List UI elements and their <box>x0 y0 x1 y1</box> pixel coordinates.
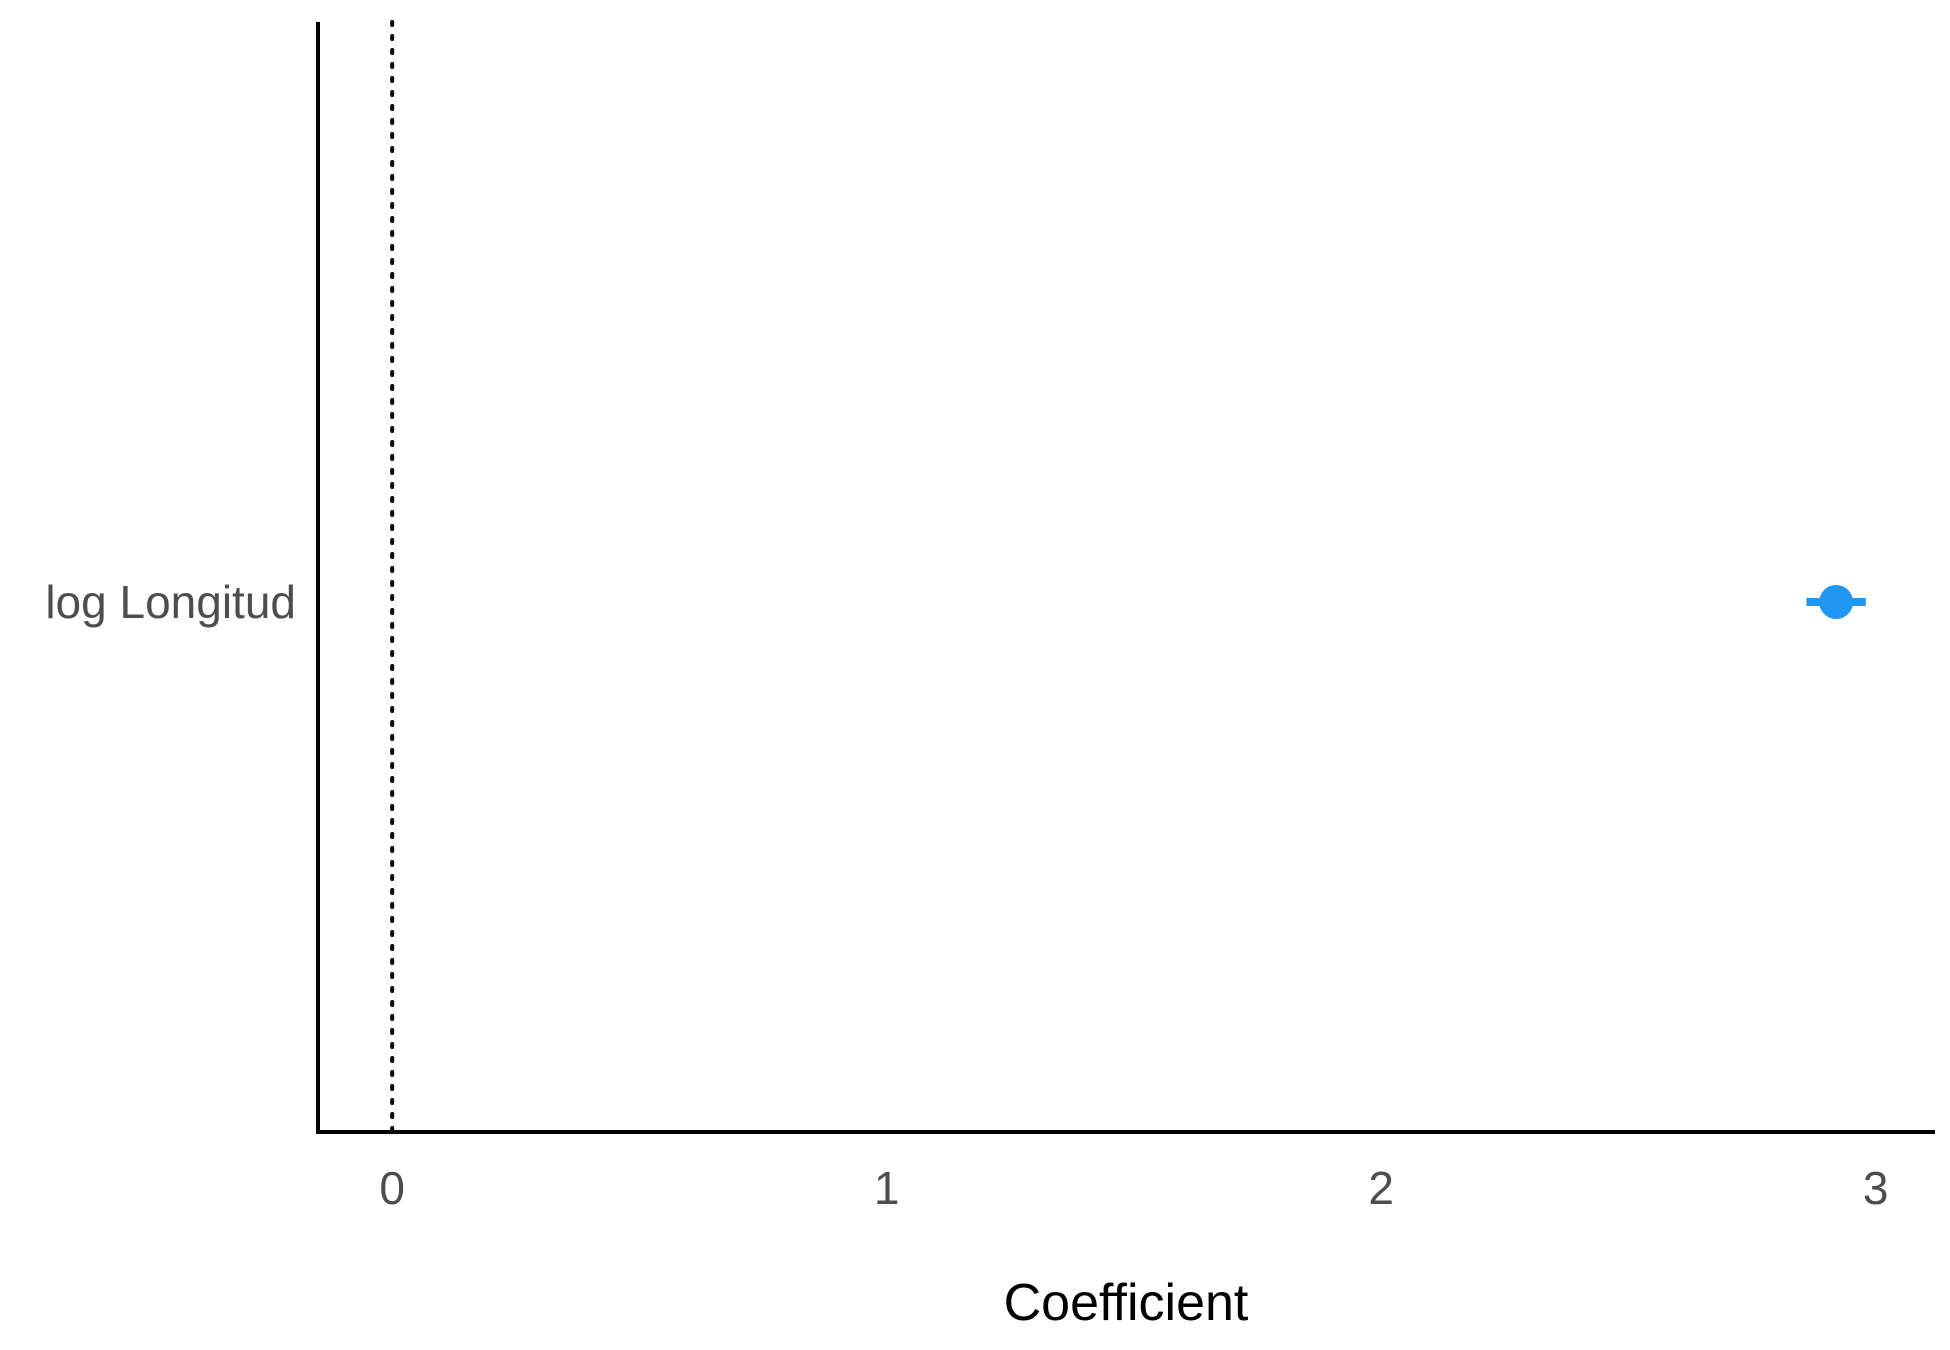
x-tick-label-2: 2 <box>1368 1162 1394 1214</box>
x-tick-label-3: 3 <box>1863 1162 1889 1214</box>
x-tick-label-0: 0 <box>379 1162 405 1214</box>
x-axis-title: Coefficient <box>1004 1274 1249 1332</box>
plot-layer: 0 1 2 3 log Longitud <box>45 20 1935 1214</box>
x-tick-label-1: 1 <box>874 1162 900 1214</box>
coefficient-point <box>1819 585 1854 619</box>
y-category-label: log Longitud <box>45 576 296 628</box>
